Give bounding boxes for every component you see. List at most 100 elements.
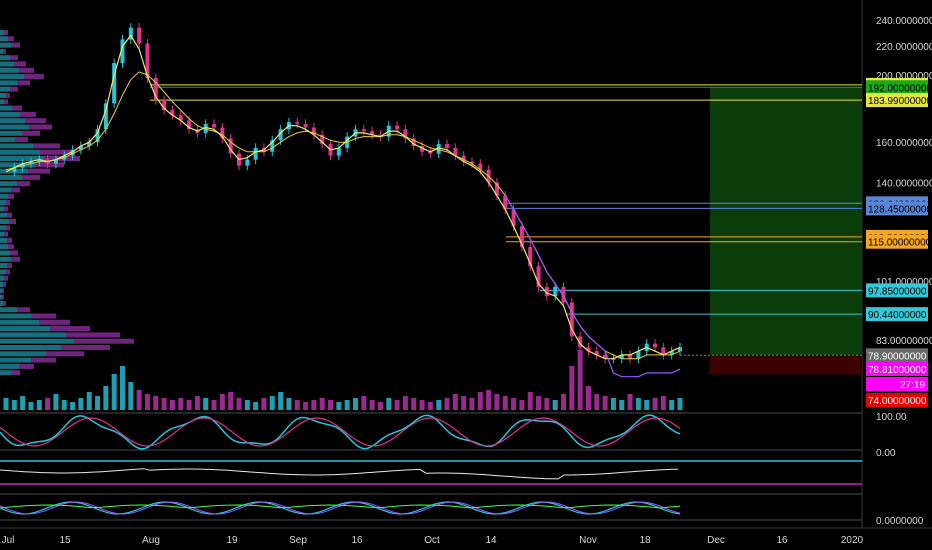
volume-bar (144, 394, 150, 410)
candle-body (561, 286, 566, 303)
volume-profile-bar (0, 300, 3, 306)
price-axis-tick-label: 200.00000000 (876, 71, 932, 82)
volume-profile-bar (6, 93, 10, 98)
volume-bar (70, 402, 76, 410)
volume-profile-bar (6, 269, 10, 275)
volume-profile-bar (0, 219, 9, 224)
candle-body (95, 129, 100, 143)
candle-body (137, 27, 142, 44)
volume-profile-bar (2, 294, 4, 300)
volume-bar (419, 400, 425, 410)
volume-profile-bar (74, 338, 134, 344)
volume-bar (278, 392, 284, 410)
volume-profile-bar (7, 237, 12, 243)
candle-body (128, 27, 133, 40)
volume-bar (585, 386, 591, 410)
price-tag-label: 78.81000000 (868, 365, 927, 376)
volume-profile-bar (2, 288, 4, 294)
indicator-line (0, 468, 679, 480)
candle-body (536, 266, 541, 287)
volume-bar (569, 366, 575, 410)
volume-profile-bar (0, 263, 7, 269)
volume-profile-bar (10, 86, 18, 92)
price-tag-label: 27:19 (900, 380, 925, 391)
candle-body (361, 129, 366, 132)
volume-profile-bar (24, 74, 44, 80)
price-level-tag-label: 183.99000000 (868, 96, 932, 107)
volume-bar (627, 394, 633, 410)
volume-profile-bar (28, 168, 50, 174)
volume-profile-bar (31, 313, 56, 319)
volume-profile-bar (4, 231, 8, 237)
volume-profile-bar (0, 174, 22, 180)
volume-profile-bar (0, 61, 14, 67)
volume-profile-bar (0, 200, 6, 206)
volume-bar (536, 396, 542, 410)
volume-bar (203, 398, 209, 410)
volume-bar (369, 400, 375, 410)
candle-body (245, 159, 250, 166)
volume-profile-bar (0, 288, 2, 294)
volume-profile-bar (0, 326, 50, 332)
volume-bar (261, 398, 267, 410)
volume-bar (486, 390, 492, 410)
volume-profile-bar (10, 55, 18, 61)
volume-bar (161, 398, 167, 410)
volume-profile-bar (0, 231, 4, 237)
price-level-tag-label: 90.44000000 (868, 310, 927, 321)
price-tag-label: 74.00000000 (868, 396, 927, 407)
price-level-tag-label: 128.45000000 (868, 204, 932, 215)
time-axis-tick-label: Dec (707, 535, 725, 546)
candle-body (28, 161, 33, 164)
volume-bar (561, 394, 567, 410)
candle-body (162, 100, 167, 111)
price-level-tag (866, 80, 928, 95)
volume-bar (36, 400, 42, 410)
oscillator-axis-label: 100.00 (876, 412, 907, 423)
volume-profile-bar (15, 137, 28, 143)
volume-profile-bar (0, 363, 19, 369)
volume-profile-bar (0, 86, 10, 92)
volume-bar (377, 402, 383, 410)
volume-profile-bar (0, 282, 3, 287)
volume-bar (544, 398, 550, 410)
candle-body (203, 123, 208, 133)
volume-bar (477, 392, 483, 410)
volume-profile-bar (0, 351, 46, 357)
volume-bar (652, 398, 658, 410)
volume-profile-bar (4, 30, 8, 35)
volume-profile-bar (7, 212, 12, 218)
volume-bar (95, 396, 101, 410)
candle-body (528, 247, 533, 267)
volume-bar (228, 392, 234, 410)
candle-body (370, 131, 375, 135)
candle-body (653, 343, 658, 348)
time-axis-tick-label: 16 (351, 535, 363, 546)
candle-body (628, 354, 633, 359)
volume-bar (602, 396, 608, 410)
volume-profile-bar (0, 319, 39, 325)
volume-bar (619, 400, 625, 410)
candle-body (37, 159, 42, 162)
volume-bar (303, 402, 309, 410)
volume-profile-bar (61, 345, 110, 350)
price-level-tag (866, 201, 928, 216)
volume-profile-bar (7, 263, 12, 269)
candle-body (511, 209, 516, 227)
candle-body (503, 195, 508, 210)
volume-bar (236, 398, 242, 410)
volume-bar (660, 396, 666, 410)
time-axis-tick-label: Nov (579, 535, 597, 546)
volume-profile-bar (4, 206, 8, 212)
volume-profile-bar (0, 269, 6, 275)
candle-body (594, 351, 599, 355)
candle-body (87, 142, 92, 146)
volume-profile-bar (0, 294, 2, 300)
candle-body (295, 122, 300, 124)
volume-profile-bar (50, 326, 90, 332)
volume-bar (511, 398, 517, 410)
price-level-tag-label: 97.85000000 (868, 286, 927, 297)
candle-body (636, 351, 641, 359)
volume-profile-bar (0, 149, 40, 155)
